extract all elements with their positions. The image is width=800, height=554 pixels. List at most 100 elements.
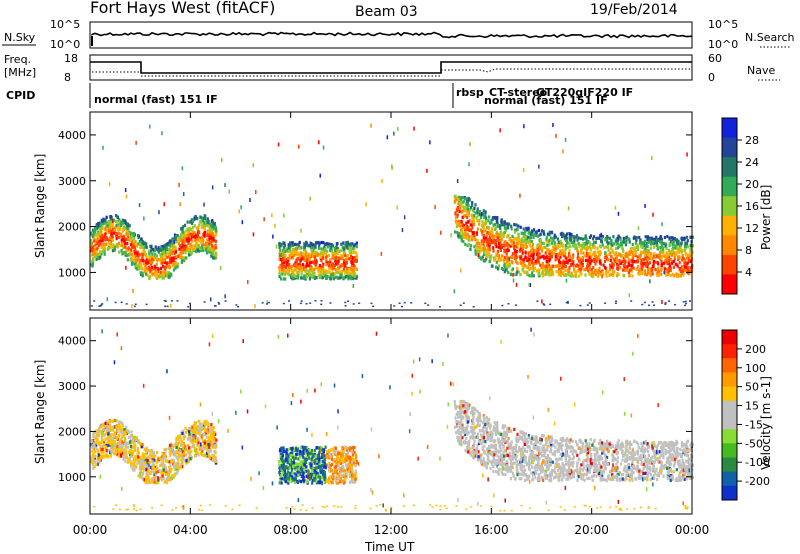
scatter-cell bbox=[184, 229, 188, 233]
scatter-cell bbox=[548, 268, 551, 273]
scatter-cell bbox=[213, 438, 216, 442]
scatter-cell bbox=[638, 256, 641, 260]
scatter-cell bbox=[331, 254, 334, 258]
scatter-cell bbox=[291, 247, 294, 252]
scatter-cell bbox=[585, 252, 588, 256]
scatter-cell bbox=[112, 428, 115, 432]
scatter-cell bbox=[552, 123, 554, 127]
scatter-cell bbox=[536, 243, 539, 247]
scatter-cell bbox=[486, 226, 489, 230]
scatter-cell bbox=[169, 464, 172, 468]
scatter-cell bbox=[314, 255, 317, 259]
scatter-cell bbox=[124, 251, 127, 255]
scatter-cell bbox=[191, 443, 194, 447]
scatter-cell bbox=[278, 265, 282, 269]
scatter-cell bbox=[333, 263, 336, 267]
scatter-cell bbox=[689, 300, 691, 302]
scatter-cell bbox=[96, 240, 99, 244]
scatter-cell bbox=[195, 243, 198, 247]
scatter-cell bbox=[521, 249, 524, 253]
scatter-cell bbox=[526, 258, 529, 262]
scatter-cell bbox=[182, 446, 185, 450]
scatter-cell bbox=[199, 425, 202, 429]
scatter-cell bbox=[522, 231, 525, 236]
scatter-cell bbox=[118, 426, 121, 430]
scatter-cell bbox=[458, 221, 461, 225]
scatter-cell bbox=[596, 236, 599, 240]
scatter-cell bbox=[349, 248, 352, 252]
scatter-cell bbox=[174, 266, 177, 270]
scatter-cell bbox=[208, 443, 211, 447]
scatter-cell bbox=[172, 264, 175, 268]
scatter-cell bbox=[462, 302, 465, 304]
scatter-cell bbox=[484, 210, 487, 214]
scatter-cell bbox=[320, 240, 323, 245]
scatter-cell bbox=[199, 248, 202, 253]
scatter-cell bbox=[146, 449, 149, 453]
scatter-cell bbox=[241, 220, 244, 225]
scatter-cell bbox=[321, 276, 324, 280]
scatter-cell bbox=[487, 226, 490, 230]
scatter-cell bbox=[587, 240, 590, 244]
scatter-cell bbox=[440, 230, 442, 235]
scatter-cell bbox=[628, 252, 631, 257]
scatter-cell bbox=[530, 231, 533, 235]
scatter-cell bbox=[90, 239, 93, 243]
scatter-cell bbox=[481, 255, 484, 259]
scatter-cell bbox=[334, 256, 337, 260]
scatter-cell bbox=[146, 464, 149, 468]
scatter-cell bbox=[689, 235, 692, 239]
scatter-cell bbox=[133, 435, 136, 439]
scatter-cell bbox=[125, 449, 128, 453]
scatter-cell bbox=[596, 270, 600, 275]
scatter-cell bbox=[155, 254, 158, 258]
scatter-cell bbox=[494, 257, 497, 262]
scatter-cell bbox=[162, 247, 165, 251]
scatter-cell bbox=[590, 267, 593, 272]
scatter-cell bbox=[168, 466, 171, 470]
scatter-cell bbox=[198, 447, 201, 451]
scatter-cell bbox=[503, 257, 506, 262]
scatter-cell bbox=[278, 245, 281, 250]
scatter-cell bbox=[386, 135, 389, 140]
scatter-cell bbox=[565, 239, 568, 243]
scatter-cell bbox=[669, 243, 672, 247]
scatter-cell bbox=[303, 258, 307, 262]
scatter-cell bbox=[183, 240, 186, 245]
scatter-cell bbox=[559, 232, 562, 236]
scatter-cell bbox=[670, 236, 673, 240]
scatter-cell bbox=[465, 215, 468, 219]
scatter-cell bbox=[563, 261, 566, 265]
scatter-cell bbox=[169, 251, 172, 256]
scatter-cell bbox=[148, 480, 151, 485]
scatter-cell bbox=[543, 242, 546, 246]
scatter-cell bbox=[570, 263, 573, 267]
scatter-cell bbox=[465, 197, 468, 201]
scatter-cell bbox=[293, 253, 296, 257]
scatter-cell bbox=[271, 213, 273, 218]
scatter-cell bbox=[200, 240, 203, 244]
scatter-cell bbox=[131, 452, 134, 456]
scatter-cell bbox=[181, 439, 184, 443]
scatter-cell bbox=[100, 450, 103, 454]
scatter-cell bbox=[570, 273, 574, 277]
scatter-cell bbox=[275, 244, 278, 249]
scatter-cell bbox=[495, 218, 499, 222]
scatter-cell bbox=[589, 248, 592, 252]
scatter-cell bbox=[111, 440, 114, 444]
scatter-cell bbox=[111, 238, 114, 243]
scatter-cell bbox=[682, 271, 685, 275]
scatter-cell bbox=[455, 221, 458, 225]
scatter-cell bbox=[165, 246, 168, 250]
scatter-cell bbox=[487, 231, 490, 235]
scatter-cell bbox=[635, 267, 638, 271]
scatter-cell bbox=[616, 264, 619, 268]
scatter-cell bbox=[649, 252, 652, 256]
scatter-cell bbox=[156, 450, 159, 455]
scatter-cell bbox=[188, 448, 191, 452]
scatter-cell bbox=[289, 266, 292, 270]
scatter-cell bbox=[589, 272, 592, 276]
scatter-cell bbox=[649, 270, 652, 274]
scatter-cell bbox=[676, 249, 679, 254]
